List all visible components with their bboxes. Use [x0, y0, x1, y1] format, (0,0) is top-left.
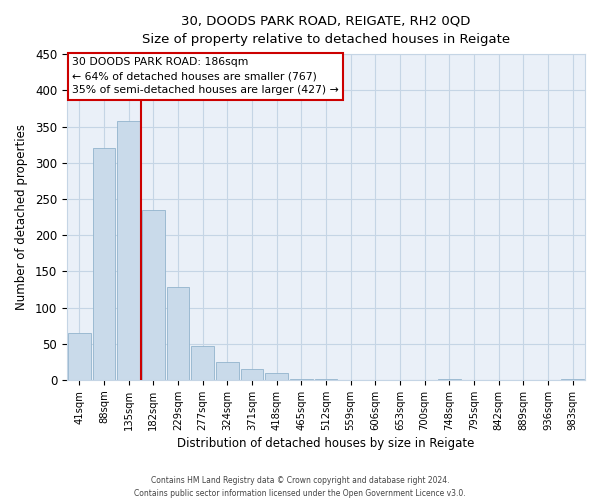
Title: 30, DOODS PARK ROAD, REIGATE, RH2 0QD
Size of property relative to detached hous: 30, DOODS PARK ROAD, REIGATE, RH2 0QD Si… — [142, 15, 510, 46]
Bar — [68, 333, 91, 380]
Bar — [167, 288, 189, 380]
Bar — [290, 378, 313, 380]
Bar — [117, 120, 140, 380]
Bar — [562, 379, 584, 380]
Text: Contains HM Land Registry data © Crown copyright and database right 2024.
Contai: Contains HM Land Registry data © Crown c… — [134, 476, 466, 498]
Bar — [438, 379, 461, 380]
Bar — [265, 372, 288, 380]
Bar — [241, 369, 263, 380]
Bar — [314, 379, 337, 380]
Bar — [216, 362, 239, 380]
Bar — [92, 148, 115, 380]
Bar — [191, 346, 214, 380]
Bar — [142, 210, 164, 380]
X-axis label: Distribution of detached houses by size in Reigate: Distribution of detached houses by size … — [177, 437, 475, 450]
Y-axis label: Number of detached properties: Number of detached properties — [15, 124, 28, 310]
Text: 30 DOODS PARK ROAD: 186sqm
← 64% of detached houses are smaller (767)
35% of sem: 30 DOODS PARK ROAD: 186sqm ← 64% of deta… — [72, 58, 339, 96]
